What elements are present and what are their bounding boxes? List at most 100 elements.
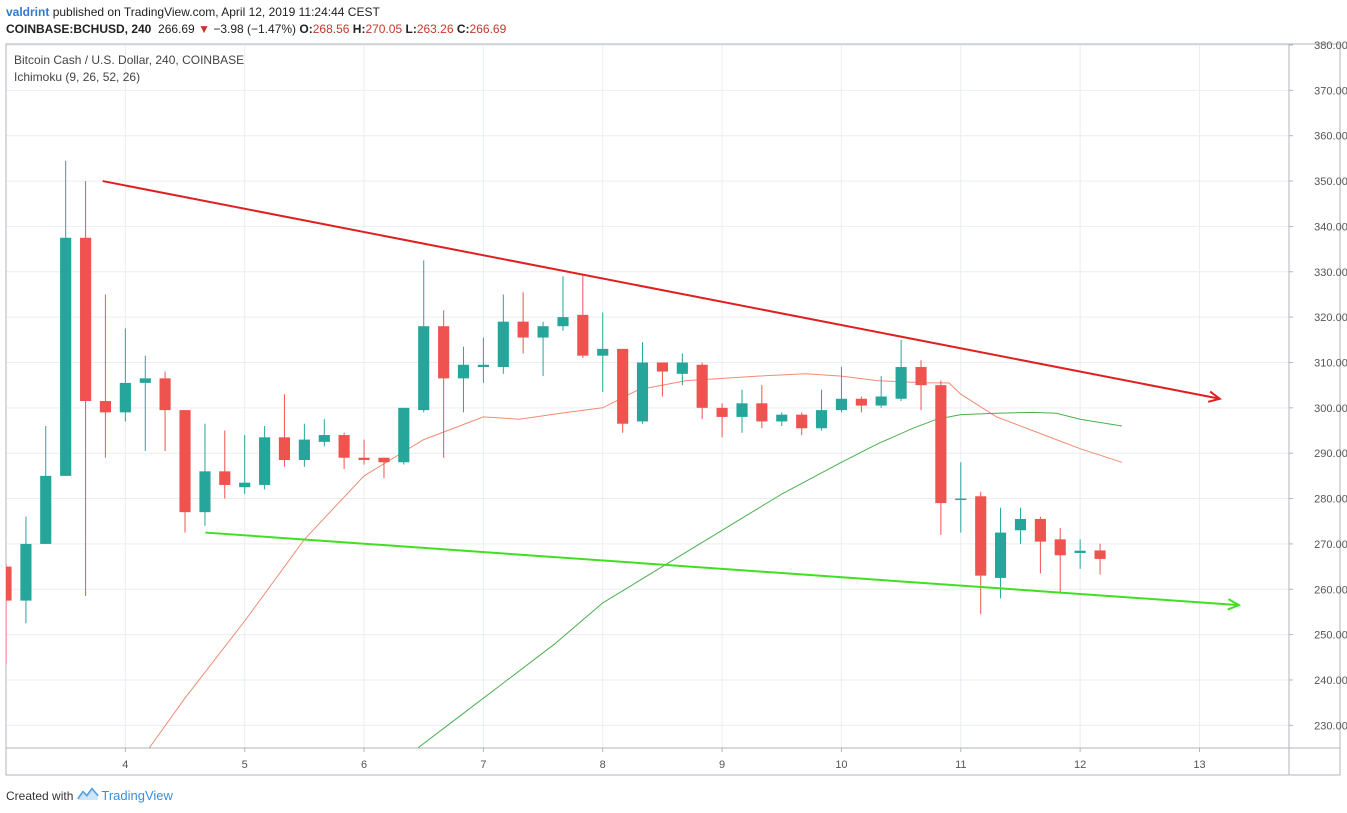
base-line-path <box>417 411 1122 748</box>
y-tick-label: 260.00 <box>1314 584 1347 596</box>
y-tick-label: 370.00 <box>1314 85 1347 97</box>
candle-body <box>935 385 947 504</box>
y-tick-label: 340.00 <box>1314 221 1347 233</box>
candle-body <box>517 321 529 338</box>
candle-body <box>119 382 131 413</box>
candle-body <box>60 237 72 476</box>
created-with-text: Created with <box>6 788 74 803</box>
y-tick-label: 270.00 <box>1314 539 1347 551</box>
y-tick-label: 360.00 <box>1314 131 1347 143</box>
x-tick-label: 7 <box>480 759 486 771</box>
candle-body <box>278 437 291 460</box>
y-tick-label: 380.00 <box>1314 40 1347 52</box>
candle-body <box>537 326 549 338</box>
ichimoku-base-line <box>417 411 1122 748</box>
chart-legend: Bitcoin Cash / U.S. Dollar, 240, COINBAS… <box>14 53 244 84</box>
tradingview-logo-icon[interactable] <box>77 787 100 804</box>
legend-indicator[interactable]: Ichimoku (9, 26, 52, 26) <box>14 70 140 84</box>
x-tick-label: 11 <box>955 759 966 771</box>
candle-body <box>239 482 251 488</box>
candle-body <box>776 414 788 422</box>
candle-body <box>398 407 410 463</box>
candle-body <box>20 543 32 601</box>
candle-body <box>796 414 808 429</box>
candle-body <box>915 367 927 386</box>
candle-body <box>358 457 370 460</box>
candle-body <box>716 407 728 417</box>
candle-body <box>636 362 649 422</box>
candle-body <box>298 439 310 460</box>
price-axis[interactable]: 230.00 240.00 250.00 260.00 270.00 280.00 290.… <box>1289 40 1347 732</box>
candle-body <box>179 410 191 513</box>
trendlines <box>102 180 1242 611</box>
candle-body <box>875 396 887 406</box>
candle-body <box>438 326 450 379</box>
price-change: −3.98 (−1.47%) <box>213 22 297 36</box>
time-axis[interactable]: 4 5 6 7 8 9 10 11 12 13 <box>122 748 1206 771</box>
x-tick-label: 5 <box>242 759 248 771</box>
candle-body <box>259 437 271 485</box>
y-tick-label: 330.00 <box>1314 267 1347 279</box>
candle-body <box>1094 550 1106 559</box>
change-down-icon: ▼ <box>198 22 210 36</box>
low-value: 263.26 <box>416 22 454 36</box>
legend-title: Bitcoin Cash / U.S. Dollar, 240, COINBAS… <box>14 53 244 67</box>
support-trendline <box>205 531 1239 607</box>
symbol-name[interactable]: COINBASE:BCHUSD, 240 <box>6 22 152 36</box>
y-tick-label: 290.00 <box>1314 448 1347 460</box>
candle-body <box>1034 518 1046 542</box>
candle-body <box>477 364 489 368</box>
candle-body <box>338 435 350 458</box>
candle-body <box>159 378 171 411</box>
candlestick-series <box>6 160 1106 665</box>
footer: Created with TradingView <box>6 787 173 804</box>
candle-body <box>378 457 390 463</box>
y-tick-label: 300.00 <box>1314 403 1347 415</box>
y-tick-label: 230.00 <box>1314 720 1347 732</box>
candle-body <box>80 237 92 402</box>
tradingview-brand-link[interactable]: TradingView <box>101 788 173 803</box>
low-label: L: <box>405 22 417 36</box>
x-tick-label: 9 <box>719 759 725 771</box>
candle-body <box>318 435 330 442</box>
candle-body <box>656 362 668 372</box>
author-link[interactable]: valdrint <box>6 5 50 19</box>
resistance-arrowhead <box>1207 390 1223 403</box>
candle-body <box>1014 518 1027 531</box>
chart-grid <box>6 44 1289 748</box>
support-arrowhead <box>1227 598 1242 611</box>
x-tick-label: 6 <box>361 759 367 771</box>
candle-body <box>199 471 211 513</box>
x-tick-label: 13 <box>1193 759 1205 771</box>
candle-body <box>139 378 151 383</box>
candle-body <box>975 496 987 576</box>
candle-body <box>736 403 748 417</box>
high-label: H: <box>352 22 366 36</box>
candle-body <box>40 475 52 544</box>
candle-body <box>457 364 470 379</box>
candle-body <box>617 348 629 424</box>
candle-body <box>597 348 609 356</box>
publish-info: valdrint published on TradingView.com, A… <box>6 5 380 19</box>
open-value: 268.56 <box>312 22 350 36</box>
x-tick-label: 12 <box>1074 759 1086 771</box>
candle-body <box>577 314 589 356</box>
candle-body <box>835 398 848 411</box>
y-tick-label: 350.00 <box>1314 176 1347 188</box>
candle-body <box>955 498 967 501</box>
candle-body <box>994 532 1007 578</box>
y-tick-label: 320.00 <box>1314 312 1347 324</box>
candle-body <box>815 410 828 429</box>
candle-body <box>855 398 867 406</box>
symbol-info-bar: COINBASE:BCHUSD, 240 266.69 ▼ −3.98 (−1.… <box>6 22 506 36</box>
close-value: 266.69 <box>469 22 507 36</box>
x-tick-label: 10 <box>835 759 847 771</box>
high-value: 270.05 <box>365 22 403 36</box>
candle-body <box>895 367 907 399</box>
candle-body <box>418 326 430 411</box>
x-tick-label: 4 <box>122 759 128 771</box>
candle-body <box>557 317 569 327</box>
y-tick-label: 240.00 <box>1314 675 1347 687</box>
candle-body <box>99 401 111 413</box>
